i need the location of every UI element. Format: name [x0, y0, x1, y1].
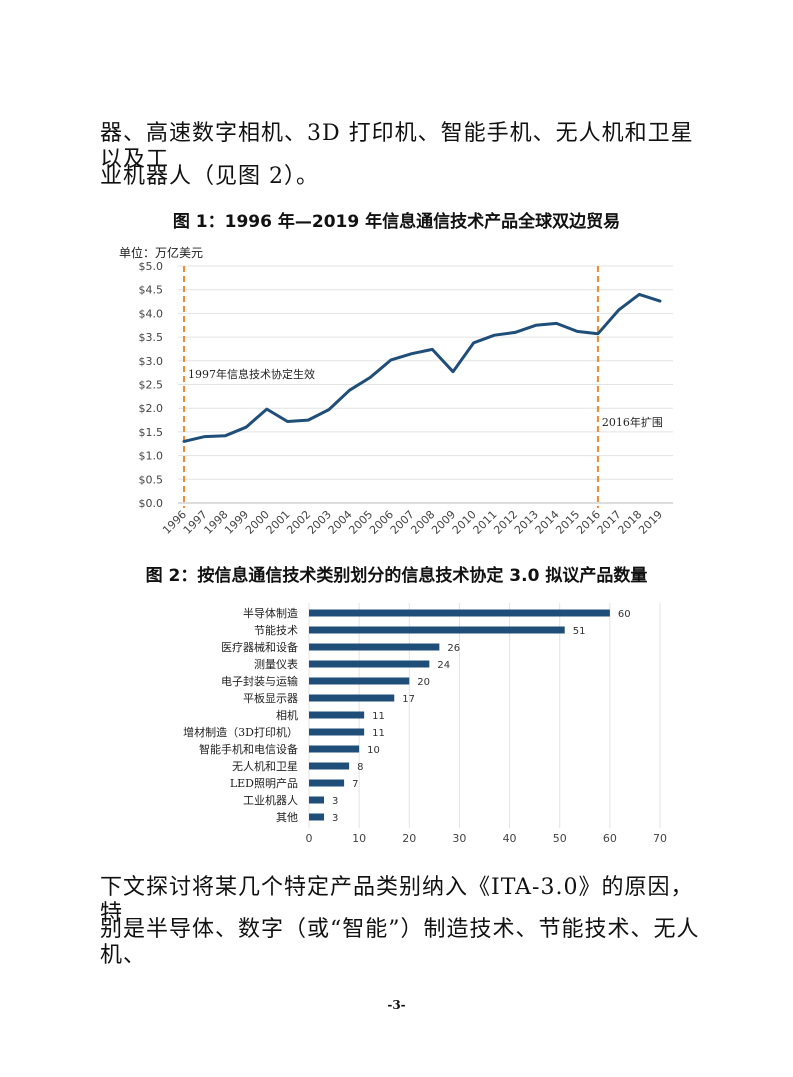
- annotation-label: 2016年扩围: [602, 415, 663, 429]
- bar: [309, 626, 565, 634]
- data-label: 20: [417, 677, 430, 688]
- figure-1-caption: 图 1：1996 年—2019 年信息通信技术产品全球双边贸易: [172, 212, 621, 232]
- data-label: 17: [402, 694, 415, 705]
- category-label: 增材制造（3D打印机）: [183, 725, 298, 739]
- bar: [309, 779, 345, 787]
- category-label: 节能技术: [254, 623, 298, 637]
- y-tick-label: $3.5: [139, 331, 164, 344]
- data-label: 11: [372, 728, 385, 739]
- page-number: -3-: [387, 998, 406, 1012]
- x-tick-label: 30: [452, 832, 466, 845]
- category-label: 电子封装与运输: [221, 674, 298, 688]
- bar: [309, 813, 325, 821]
- bar: [309, 660, 430, 668]
- y-tick-label: $4.0: [139, 307, 164, 320]
- category-label: 其他: [276, 811, 298, 824]
- figure-2-caption: 图 2：按信息通信技术类别划分的信息技术协定 3.0 拟议产品数量: [145, 566, 648, 586]
- category-label: 测量仪表: [254, 657, 298, 671]
- x-tick-label: 60: [603, 832, 617, 845]
- bar: [309, 796, 325, 804]
- category-label: LED照明产品: [230, 776, 298, 790]
- x-tick-label: 20: [402, 832, 416, 845]
- x-tick-label: 50: [553, 832, 567, 845]
- data-label: 8: [357, 762, 363, 773]
- bar: [309, 643, 440, 651]
- category-label: 半导体制造: [243, 606, 298, 620]
- paragraph-top-line-2: 业机器人（见图 2）。: [100, 164, 319, 189]
- data-label: 7: [352, 779, 358, 790]
- y-tick-label: $0.5: [139, 473, 164, 486]
- data-label: 11: [372, 711, 385, 722]
- paragraph-bottom-line-2: 别是半导体、数字（或“智能”）制造技术、节能技术、无人机、: [100, 917, 700, 968]
- category-label: 无人机和卫星: [232, 759, 298, 773]
- figure-1-line-chart: 单位：万亿美元 $0.0 $0.5 $1.0 $1.5 $2.0 $2.5 $3.0 $3.5 $…: [119, 245, 673, 537]
- category-label: 医疗器械和设备: [221, 640, 298, 654]
- y-tick-label: $5.0: [139, 260, 164, 273]
- x-tick-label: 10: [352, 832, 366, 845]
- bar: [309, 745, 360, 753]
- bar: [309, 694, 395, 702]
- category-label: 智能手机和电信设备: [199, 742, 298, 756]
- annotation-label: 1997年信息技术协定生效: [188, 367, 315, 381]
- y-tick-label: $2.5: [139, 379, 164, 392]
- x-tick-label: 70: [653, 832, 667, 845]
- y-tick-label: $3.0: [139, 355, 164, 368]
- data-label: 26: [447, 643, 460, 654]
- data-label: 3: [332, 796, 338, 807]
- data-label: 10: [367, 745, 380, 756]
- y-tick-label: $1.0: [139, 450, 164, 463]
- y-tick-label: $0.0: [139, 497, 164, 510]
- x-tick-label: 40: [503, 832, 517, 845]
- paragraph-top-line-1: 器、高速数字相机、3D 打印机、智能手机、无人机和卫星以及工: [100, 121, 694, 172]
- y-tick-label: $4.5: [139, 284, 164, 297]
- category-label: 相机: [276, 708, 298, 722]
- data-label: 3: [332, 813, 338, 824]
- bar: [309, 711, 365, 719]
- data-label: 24: [437, 660, 450, 671]
- bar: [309, 762, 350, 770]
- figure-2-bar-chart: 0 10 20 30 40 50 60 70 半导体制造 60 节能技术 51 医疗器械和设备 26 测量仪…: [183, 603, 667, 845]
- series-line: [182, 292, 662, 443]
- y-tick-label: $2.0: [139, 402, 164, 415]
- bar: [309, 728, 365, 736]
- y-tick-label: $1.5: [139, 426, 164, 439]
- data-label: 60: [618, 609, 631, 620]
- x-tick-label: 0: [306, 832, 313, 845]
- data-label: 51: [573, 626, 586, 637]
- bar: [309, 677, 410, 685]
- bar: [309, 609, 610, 617]
- paragraph-bottom-line-1: 下文探讨将某几个特定产品类别纳入《ITA-3.0》的原因，特: [100, 875, 694, 926]
- unit-label: 单位：万亿美元: [119, 245, 203, 260]
- category-label: 平板显示器: [243, 691, 298, 705]
- category-label: 工业机器人: [243, 793, 298, 807]
